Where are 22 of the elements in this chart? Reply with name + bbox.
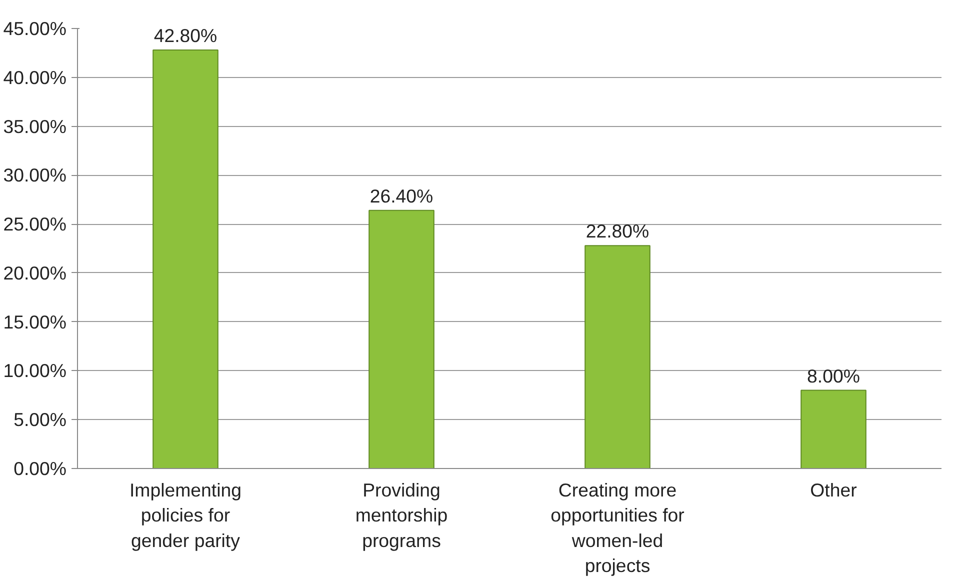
y-tick-label: 45.00% — [3, 18, 67, 39]
data-label: 42.80% — [154, 25, 218, 46]
data-label: 26.40% — [370, 185, 434, 206]
y-tick-label: 0.00% — [14, 458, 67, 479]
y-tick-label: 25.00% — [3, 214, 67, 235]
data-label: 8.00% — [807, 365, 860, 386]
y-tick-label: 10.00% — [3, 360, 67, 382]
x-tick-label: Creating more opportunities for women-led projects — [550, 480, 684, 576]
y-tick-label: 40.00% — [3, 66, 67, 88]
bar — [152, 50, 218, 468]
y-tick-label: 20.00% — [3, 262, 67, 284]
bar — [584, 245, 650, 468]
bar — [800, 390, 866, 468]
x-tick-label: Implementing policies for gender parity — [130, 480, 242, 551]
data-label: 22.80% — [586, 220, 650, 242]
y-tick-label: 35.00% — [3, 116, 67, 137]
x-tick-label: Providing mentorship programs — [355, 480, 448, 551]
y-tick-label: 15.00% — [3, 311, 67, 332]
x-tick-label: Other — [810, 480, 857, 500]
bar — [368, 210, 434, 468]
y-tick-label: 5.00% — [14, 409, 67, 430]
y-tick-label: 30.00% — [3, 164, 67, 186]
